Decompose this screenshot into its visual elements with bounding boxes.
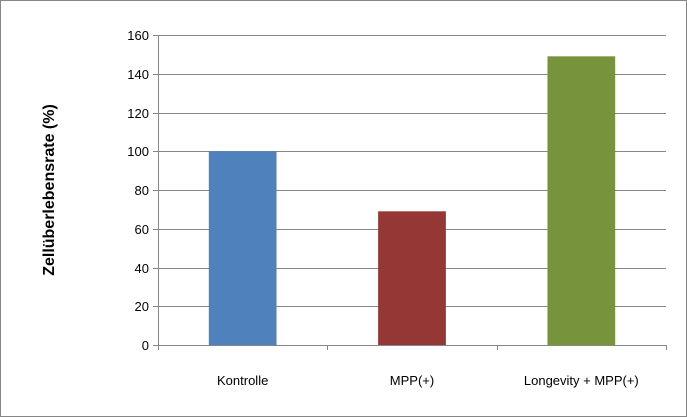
y-tick-label: 0: [142, 338, 149, 353]
y-tick-label: 40: [135, 261, 149, 276]
y-tick-label: 140: [127, 67, 149, 82]
bar: [378, 211, 446, 345]
x-tick-label: Kontrolle: [217, 373, 268, 388]
axes: [153, 35, 667, 350]
bars: [208, 56, 616, 345]
x-tick-label: Longevity + MPP(+): [524, 373, 639, 388]
y-tick-label: 120: [127, 106, 149, 121]
y-axis-title: Zellüberlebensrate (%): [41, 104, 58, 276]
y-tick-label: 160: [127, 28, 149, 43]
x-tick-label: MPP(+): [390, 373, 434, 388]
y-tick-label: 20: [135, 299, 149, 314]
y-tick-label: 100: [127, 144, 149, 159]
y-tick-labels: 0 20 40 60 80 100 120 140 160: [127, 28, 149, 353]
y-tick-label: 60: [135, 222, 149, 237]
bar: [208, 151, 277, 345]
y-tick-label: 80: [135, 183, 149, 198]
x-tick-labels: Kontrolle MPP(+) Longevity + MPP(+): [217, 373, 639, 388]
bar: [547, 56, 616, 345]
